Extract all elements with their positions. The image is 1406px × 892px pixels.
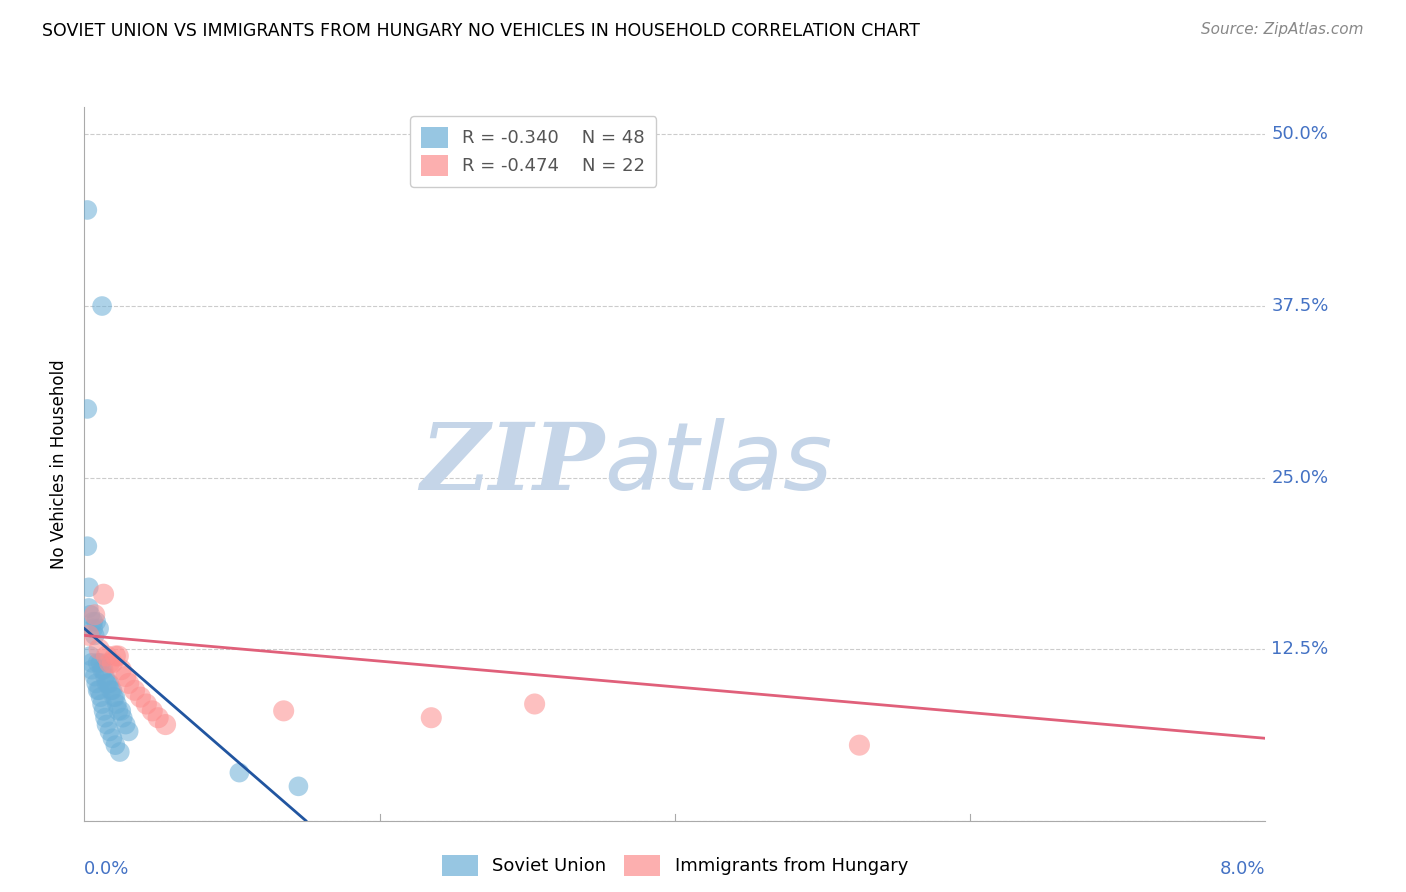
- Point: [76, 202, 98, 217]
- Point: [148, 711, 170, 725]
- Point: [114, 669, 136, 683]
- Point: [96, 717, 118, 731]
- Point: [141, 704, 163, 718]
- Point: [105, 697, 128, 711]
- Point: [97, 676, 120, 690]
- Point: [77, 580, 100, 594]
- Point: [98, 724, 121, 739]
- Point: [273, 704, 295, 718]
- Text: atlas: atlas: [605, 418, 832, 509]
- Point: [90, 690, 112, 705]
- Text: 12.5%: 12.5%: [1271, 640, 1329, 658]
- Point: [84, 615, 107, 629]
- Point: [104, 690, 127, 705]
- Point: [110, 704, 132, 718]
- Point: [101, 683, 124, 698]
- Point: [77, 628, 100, 642]
- Point: [107, 648, 129, 663]
- Point: [93, 704, 115, 718]
- Point: [96, 648, 118, 663]
- Point: [124, 683, 146, 698]
- Point: [108, 745, 131, 759]
- Text: 0.0%: 0.0%: [84, 860, 129, 878]
- Point: [83, 669, 105, 683]
- Point: [83, 607, 105, 622]
- Point: [86, 683, 108, 698]
- Point: [100, 683, 122, 698]
- Point: [287, 780, 309, 794]
- Point: [94, 711, 117, 725]
- Text: 25.0%: 25.0%: [1271, 468, 1329, 486]
- Point: [93, 663, 115, 677]
- Point: [104, 648, 127, 663]
- Point: [155, 717, 177, 731]
- Point: [118, 676, 141, 690]
- Legend: Soviet Union, Immigrants from Hungary: Soviet Union, Immigrants from Hungary: [434, 847, 915, 883]
- Point: [84, 676, 107, 690]
- Point: [107, 704, 129, 718]
- Point: [103, 690, 125, 705]
- Point: [96, 676, 118, 690]
- Point: [79, 607, 101, 622]
- Text: Source: ZipAtlas.com: Source: ZipAtlas.com: [1201, 22, 1364, 37]
- Point: [80, 656, 103, 670]
- Point: [129, 690, 152, 705]
- Point: [79, 648, 101, 663]
- Point: [523, 697, 546, 711]
- Point: [76, 401, 98, 416]
- Point: [76, 539, 98, 553]
- Point: [82, 622, 104, 636]
- Point: [94, 669, 117, 683]
- Point: [98, 656, 121, 670]
- Point: [101, 656, 124, 670]
- Point: [135, 697, 157, 711]
- Point: [228, 765, 250, 780]
- Point: [110, 663, 132, 677]
- Point: [87, 622, 111, 636]
- Text: SOVIET UNION VS IMMIGRANTS FROM HUNGARY NO VEHICLES IN HOUSEHOLD CORRELATION CHA: SOVIET UNION VS IMMIGRANTS FROM HUNGARY …: [42, 22, 920, 40]
- Point: [83, 628, 105, 642]
- Text: 50.0%: 50.0%: [1271, 126, 1329, 144]
- Point: [90, 656, 112, 670]
- Point: [420, 711, 443, 725]
- Text: ZIP: ZIP: [420, 419, 605, 508]
- Point: [848, 738, 870, 752]
- Point: [87, 642, 111, 657]
- Point: [118, 724, 141, 739]
- Point: [86, 656, 108, 670]
- Point: [98, 676, 121, 690]
- Point: [77, 601, 100, 615]
- Point: [104, 738, 127, 752]
- Point: [91, 663, 114, 677]
- Point: [91, 697, 114, 711]
- Point: [87, 683, 111, 698]
- Text: 8.0%: 8.0%: [1220, 860, 1265, 878]
- Point: [82, 615, 104, 629]
- Point: [111, 711, 134, 725]
- Text: 37.5%: 37.5%: [1271, 297, 1329, 315]
- Point: [114, 717, 136, 731]
- Point: [80, 663, 103, 677]
- Point: [101, 731, 124, 746]
- Point: [91, 299, 114, 313]
- Y-axis label: No Vehicles in Household: No Vehicles in Household: [51, 359, 69, 569]
- Point: [93, 587, 115, 601]
